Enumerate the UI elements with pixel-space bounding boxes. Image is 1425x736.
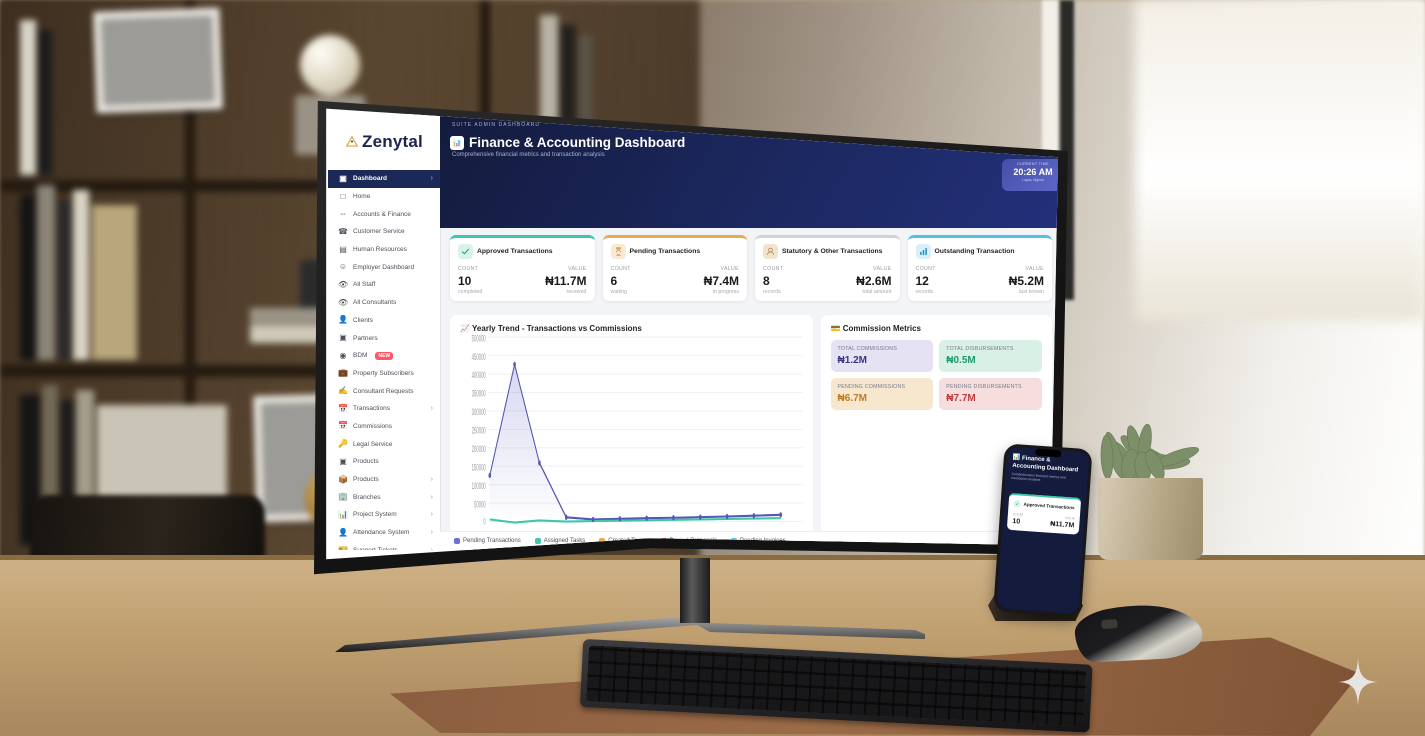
svg-text:350000: 350000: [472, 390, 486, 399]
svg-text:500000: 500000: [472, 335, 486, 344]
svg-text:150000: 150000: [472, 464, 486, 473]
svg-text:200000: 200000: [472, 446, 486, 455]
svg-text:0: 0: [483, 518, 485, 527]
svg-text:450000: 450000: [472, 353, 486, 362]
svg-text:250000: 250000: [472, 427, 486, 436]
svg-text:100000: 100000: [472, 482, 486, 491]
svg-text:300000: 300000: [472, 409, 486, 418]
svg-text:50000: 50000: [474, 501, 486, 510]
svg-text:400000: 400000: [472, 372, 486, 381]
